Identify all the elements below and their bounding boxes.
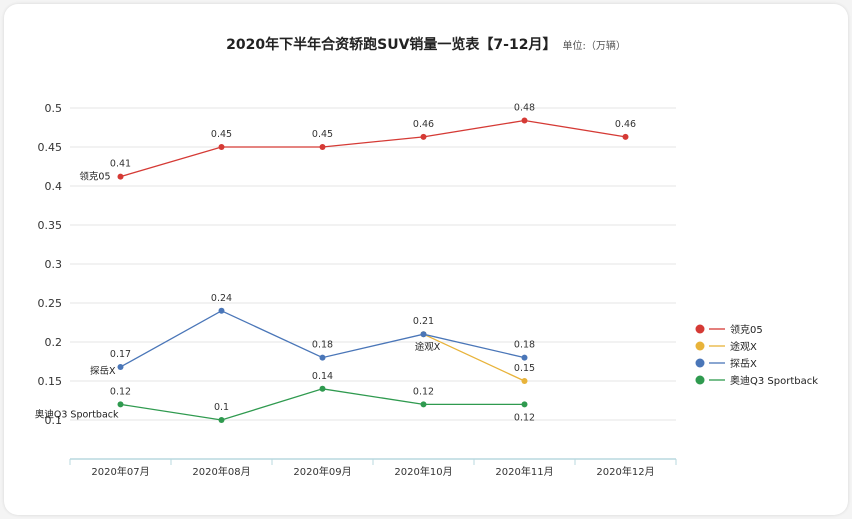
data-point (622, 133, 629, 140)
data-label: 0.14 (312, 371, 333, 382)
series-2: 0.17 0.24 0.18 0.21 0.18 探岳X (90, 293, 535, 377)
series-name-label: 探岳X (90, 365, 116, 377)
data-label: 0.48 (514, 102, 535, 113)
data-point (117, 401, 124, 408)
data-label: 0.15 (514, 363, 535, 374)
grid-lines (70, 107, 676, 421)
data-point (521, 378, 528, 384)
legend-item: 探岳X (695, 357, 757, 370)
y-tick-label: 0.3 (45, 258, 63, 271)
data-label: 0.1 (214, 402, 229, 413)
legend-item: 奥迪Q3 Sportback (695, 374, 818, 387)
series-0: 0.41 0.45 0.45 0.46 0.48 0.46 领克05 (79, 102, 636, 182)
data-label: 0.41 (110, 159, 131, 170)
y-tick-label: 0.35 (38, 219, 63, 232)
data-point (319, 354, 326, 361)
data-label: 0.12 (110, 386, 131, 397)
series-name-label: 领克05 (79, 171, 110, 183)
chart-card (4, 4, 848, 515)
x-tick-label: 2020年12月 (596, 465, 654, 478)
data-label: 0.46 (413, 119, 434, 130)
data-point (420, 401, 427, 408)
series-name-label: 途观X (415, 341, 441, 353)
data-point (521, 117, 528, 124)
legend-label: 探岳X (730, 357, 757, 370)
y-tick-label: 0.25 (38, 297, 63, 310)
data-label: 0.18 (514, 340, 535, 351)
legend: 领克05 途观X 探岳X 奥迪Q3 Sportback (695, 323, 818, 387)
legend-marker (695, 341, 705, 351)
x-tick-label: 2020年07月 (91, 465, 149, 478)
data-label: 0.21 (413, 316, 434, 327)
legend-marker (695, 358, 705, 368)
legend-label: 奥迪Q3 Sportback (730, 374, 818, 387)
data-label: 0.17 (110, 349, 131, 360)
y-tick-label: 0.2 (45, 336, 63, 349)
chart-unit: 单位:（万辆） (562, 41, 626, 52)
x-axis: 2020年07月 2020年08月 2020年09月 2020年10月 2020年11月… (69, 458, 677, 478)
legend-label: 途观X (730, 340, 757, 353)
series-line (120, 388, 525, 421)
data-label: 0.12 (514, 412, 535, 423)
y-tick-label: 0.1 (45, 414, 63, 427)
chart-title: 2020年下半年合资轿跑SUV销量一览表【7-12月】 (226, 37, 557, 53)
y-tick-label: 0.5 (45, 102, 63, 115)
data-point (319, 385, 326, 392)
y-tick-label: 0.4 (45, 180, 63, 193)
x-tick-label: 2020年11月 (495, 465, 553, 478)
data-point (420, 133, 427, 140)
data-point (521, 354, 528, 361)
chart-title-row: 2020年下半年合资轿跑SUV销量一览表【7-12月】 单位:（万辆） (0, 34, 852, 54)
data-point (521, 401, 528, 408)
data-label: 0.24 (211, 293, 232, 304)
y-axis: 0.1 0.15 0.2 0.25 0.3 0.35 0.4 0.45 0.5 (38, 102, 63, 427)
legend-item: 领克05 (695, 323, 763, 336)
series-3: 0.12 0.1 0.14 0.12 0.12 奥迪Q3 Sportback (35, 371, 535, 424)
data-label: 0.12 (413, 386, 434, 397)
legend-item: 途观X (695, 340, 757, 353)
data-point (117, 173, 124, 180)
data-label: 0.45 (312, 129, 333, 140)
legend-label: 领克05 (730, 323, 763, 336)
series-name-label: 奥迪Q3 Sportback (35, 408, 119, 420)
x-tick-label: 2020年09月 (293, 465, 351, 478)
x-tick-label: 2020年08月 (192, 465, 250, 478)
data-point (319, 144, 326, 150)
data-label: 0.45 (211, 129, 232, 140)
series-line (120, 119, 626, 178)
data-point (218, 417, 225, 423)
data-label: 0.46 (615, 119, 636, 130)
y-tick-label: 0.45 (38, 141, 63, 154)
x-tick-label: 2020年10月 (394, 465, 452, 478)
data-point (420, 331, 427, 338)
data-point (117, 363, 124, 370)
y-tick-label: 0.15 (38, 375, 63, 388)
series-layer: 0.410.45 0.450.460.480.46领克050.15途观X0.170… (35, 102, 636, 423)
data-point (218, 144, 225, 150)
data-point (218, 307, 225, 314)
legend-marker (695, 324, 705, 334)
legend-marker (695, 375, 705, 385)
series-line (423, 333, 525, 382)
data-label: 0.18 (312, 340, 333, 351)
